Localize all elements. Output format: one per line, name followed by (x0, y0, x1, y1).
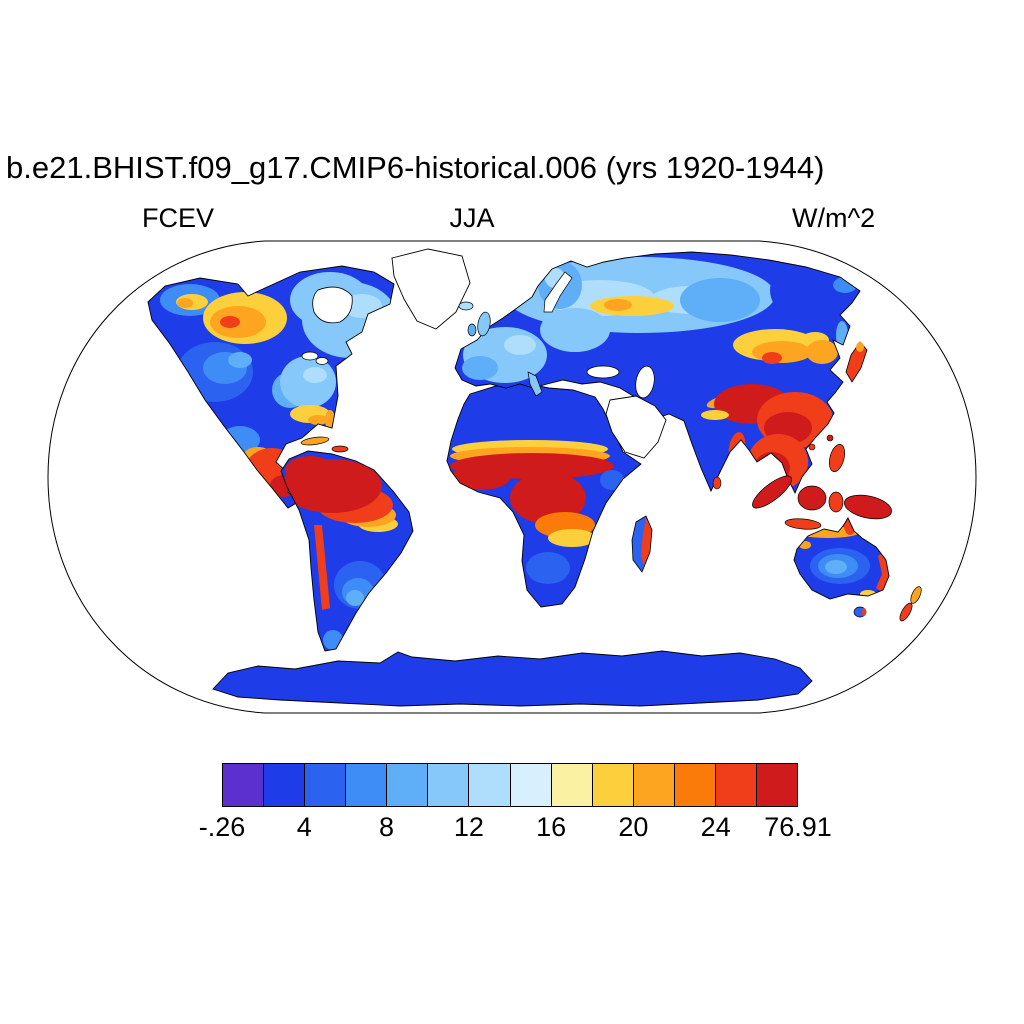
ireland (467, 323, 477, 337)
black-sea (586, 365, 620, 379)
colorbar-cell (345, 763, 388, 807)
iceland (458, 301, 474, 311)
baltic-sea (543, 271, 573, 313)
caspian-sea (635, 365, 655, 399)
borneo (797, 485, 827, 511)
colorbar-cell (386, 763, 429, 807)
colorbar-cell (222, 763, 265, 807)
colorbar-cell (591, 763, 634, 807)
hudson-bay (312, 286, 353, 324)
greenland (391, 248, 471, 330)
colorbar-cell (427, 763, 470, 807)
arabian-peninsula (605, 395, 667, 459)
colorbar-tick-label: 76.91 (764, 812, 832, 842)
colorbar-cell (756, 763, 799, 807)
colorbar (222, 763, 799, 807)
britain (477, 311, 491, 337)
new-zealand (899, 586, 922, 622)
new-guinea (844, 494, 892, 520)
hainan (808, 443, 816, 451)
philippines (828, 444, 846, 472)
colorbar-cell (468, 763, 511, 807)
japan (845, 341, 868, 383)
colorbar-cell (263, 763, 306, 807)
colorbar-cell (714, 763, 758, 807)
taiwan (826, 434, 834, 442)
cuba (300, 436, 330, 446)
colorbar-cell (304, 763, 347, 807)
colorbar-tick-label: 4 (296, 812, 312, 842)
plot-title: b.e21.BHIST.f09_g17.CMIP6-historical.006… (6, 150, 825, 185)
colorbar-tick-labels: -.26 4 8 12 16 20 24 76.91 (199, 812, 832, 844)
colorbar-tick-label: -.26 (198, 812, 246, 842)
antarctica (212, 650, 813, 707)
colorbar-tick-label: 20 (618, 812, 649, 842)
colorbar-cell (673, 763, 716, 807)
italy-peninsula (527, 371, 543, 397)
colorbar-cell (509, 763, 552, 807)
season-label: JJA (449, 203, 495, 233)
great-lakes (301, 351, 319, 361)
hispaniola (331, 445, 349, 453)
great-lakes (315, 357, 329, 365)
sumatra (752, 475, 792, 509)
sri-lanka (712, 476, 722, 490)
colorbar-cell (550, 763, 593, 807)
units-label: W/m^2 (792, 203, 876, 233)
tasmania (853, 606, 867, 618)
colorbar-tick-label: 12 (453, 812, 484, 842)
colorbar-tick-label: 24 (700, 812, 731, 842)
sulawesi (828, 491, 844, 513)
colorbar-tick-label: 16 (536, 812, 567, 842)
madagascar (631, 515, 653, 573)
colorbar-cell (632, 763, 675, 807)
java (784, 518, 822, 530)
colorbar-tick-label: 8 (379, 812, 395, 842)
variable-label: FCEV (142, 203, 215, 233)
